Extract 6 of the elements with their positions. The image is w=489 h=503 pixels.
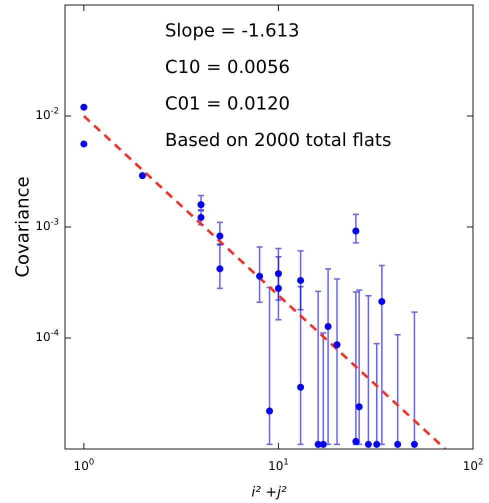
- annotation: C10 = 0.0056: [165, 57, 290, 78]
- annotation: C01 = 0.0120: [165, 94, 290, 115]
- annotation: Based on 2000 total flats: [165, 130, 392, 152]
- x-axis-title: i² +j²: [251, 484, 287, 501]
- y-axis-title: Covariance: [12, 176, 34, 278]
- annotation: Slope = -1.613: [165, 20, 300, 42]
